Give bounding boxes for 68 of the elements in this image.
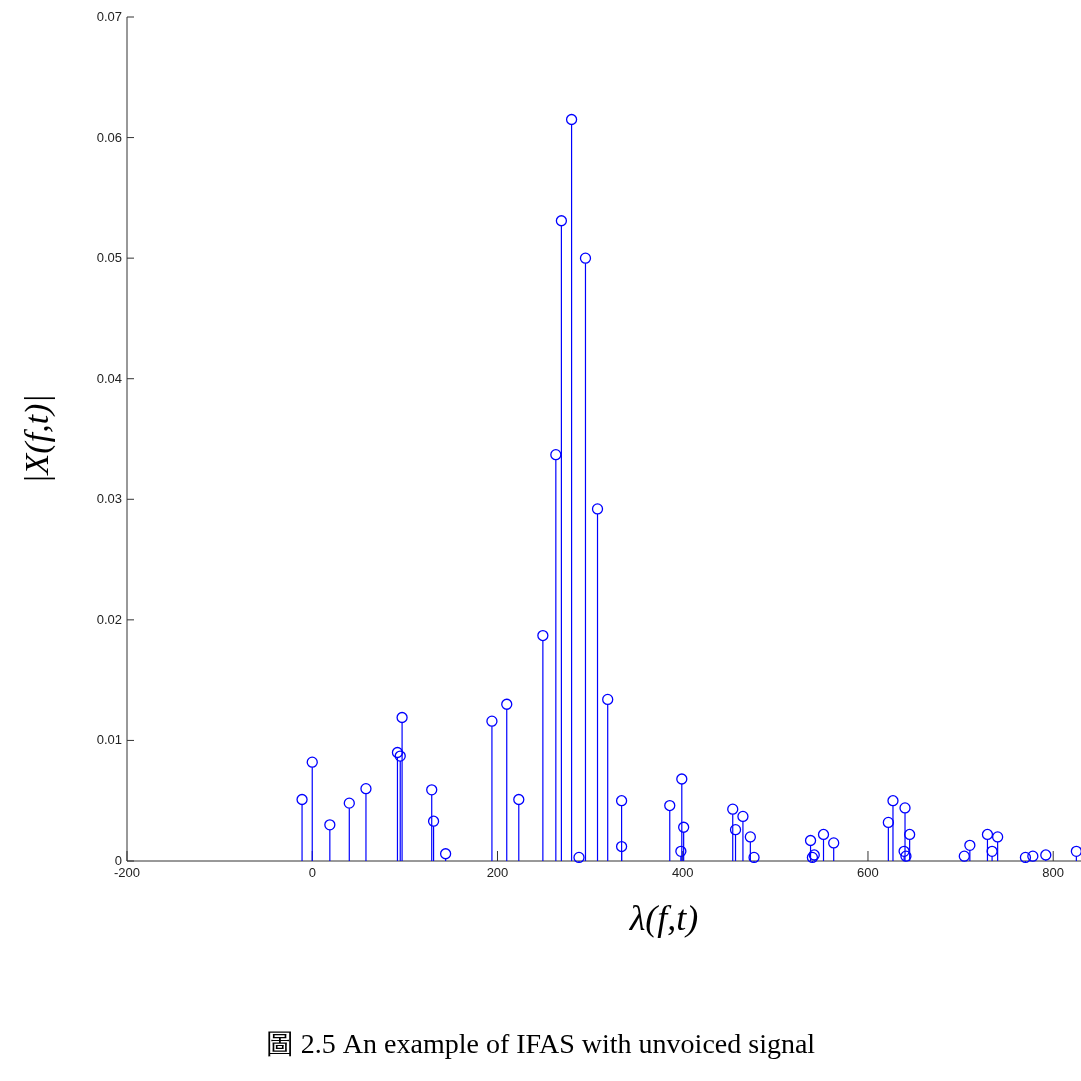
x-tick-label: 400 xyxy=(671,865,694,880)
point xyxy=(615,840,628,853)
y-tick-label: 0.01 xyxy=(96,732,122,748)
point xyxy=(737,810,749,823)
point xyxy=(676,773,688,785)
point xyxy=(1027,850,1039,862)
point xyxy=(887,795,899,807)
point xyxy=(900,850,912,862)
point xyxy=(664,799,676,812)
point xyxy=(981,828,994,841)
point xyxy=(1019,851,1032,864)
point xyxy=(678,821,690,833)
point xyxy=(360,783,372,795)
point xyxy=(573,851,585,864)
y-tick-label: 0.07 xyxy=(96,9,122,24)
point xyxy=(882,816,894,829)
point xyxy=(537,629,549,642)
point xyxy=(904,828,916,841)
point xyxy=(1040,849,1052,861)
point xyxy=(675,845,687,857)
y-tick-label: 0.02 xyxy=(96,611,122,627)
point xyxy=(426,784,438,796)
y-tick-label: 0.05 xyxy=(96,250,122,266)
y-axis-title: |X(f,t)| xyxy=(18,394,56,484)
point xyxy=(804,834,817,847)
point xyxy=(513,793,525,806)
point xyxy=(391,746,404,759)
point xyxy=(817,828,830,841)
point xyxy=(602,693,614,706)
point xyxy=(615,795,628,807)
point xyxy=(744,831,756,843)
point xyxy=(899,802,911,814)
x-tick-label: 200 xyxy=(486,865,509,880)
point xyxy=(958,850,970,862)
x-tick-label: -200 xyxy=(113,865,141,880)
x-tick-label: 800 xyxy=(1042,865,1065,880)
point xyxy=(565,113,578,126)
point xyxy=(343,797,355,809)
point xyxy=(898,845,910,857)
point xyxy=(727,803,739,815)
x-tick-label: 0 xyxy=(308,865,316,880)
point xyxy=(324,819,336,831)
point xyxy=(729,824,742,836)
point xyxy=(579,252,592,264)
y-tick-label: 0.04 xyxy=(96,370,122,386)
point xyxy=(501,698,513,710)
point xyxy=(591,503,604,515)
point xyxy=(828,837,840,849)
y-tick-label: 0.03 xyxy=(96,491,122,507)
point xyxy=(394,750,406,762)
point xyxy=(550,449,562,461)
point xyxy=(1070,845,1081,857)
y-tick-label: 0.06 xyxy=(96,129,122,145)
point xyxy=(964,839,976,851)
point xyxy=(296,793,308,806)
y-tick-label: 0 xyxy=(114,853,122,868)
point xyxy=(396,711,408,724)
x-tick-label: 600 xyxy=(857,865,879,880)
caption: 圖 2.5 An example of IFAS with unvoiced signal xyxy=(265,1028,816,1059)
point xyxy=(986,845,998,857)
point xyxy=(439,848,452,860)
point xyxy=(748,851,760,864)
x-axis-title: λ(f,t) xyxy=(628,898,699,938)
point xyxy=(427,815,440,827)
point xyxy=(486,715,498,727)
point xyxy=(555,215,568,227)
point xyxy=(991,831,1004,843)
point xyxy=(306,756,318,768)
